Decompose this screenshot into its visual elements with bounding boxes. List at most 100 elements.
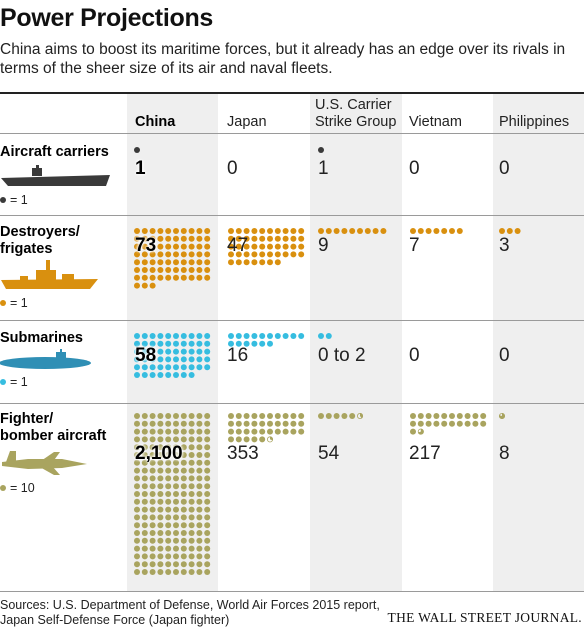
dot-mark-china: [196, 498, 203, 505]
dot-mark-china: [149, 522, 156, 529]
dot-mark-china: [165, 459, 172, 466]
value-china-fighters: 2,100: [135, 443, 183, 464]
dot-mark-china: [180, 545, 187, 552]
dot-mark-china: [180, 413, 187, 419]
dot-mark-china: [180, 483, 187, 490]
dot-mark-china: [165, 522, 172, 529]
dot-mark-vietnam: [433, 228, 440, 234]
dot-mark-china: [157, 259, 164, 266]
publisher-logo: THE WALL STREET JOURNAL.: [387, 610, 582, 625]
dot-mark-china: [188, 514, 195, 521]
dot-mark-china: [165, 267, 172, 273]
dot-mark-china: [173, 452, 179, 458]
legend-text: = 10: [10, 481, 35, 495]
dot-mark-china: [196, 428, 203, 435]
dot-mark-china: [165, 348, 172, 355]
dot-mark-china: [141, 553, 148, 560]
dot-mark-japan: [270, 436, 273, 441]
dot-mark-china: [165, 498, 172, 505]
dot-mark-japan: [267, 251, 273, 258]
dot-mark-china: [204, 491, 211, 497]
dot-mark-china: [188, 537, 195, 544]
dot-mark-china: [188, 333, 195, 339]
dot-mark-china: [165, 251, 172, 258]
dot-mark-japan: [235, 228, 242, 234]
dot-mark-china: [173, 333, 179, 339]
dot-mark-china: [204, 498, 211, 505]
value-china-aircraft-carriers: 1: [135, 158, 146, 179]
dot-mark-japan: [243, 243, 250, 250]
dot-mark-japan: [274, 413, 281, 419]
dot-mark-japan: [243, 228, 250, 234]
dot-mark-china: [188, 267, 195, 273]
dot-mark-china: [180, 569, 187, 575]
dot-mark-china: [173, 522, 179, 529]
dot-mark-japan: [274, 428, 281, 435]
dot-mark-china: [157, 545, 164, 552]
dot-mark-china: [204, 553, 211, 560]
dot-mark-china: [173, 553, 179, 560]
dot-mark-china: [149, 436, 156, 443]
dot-mark-china: [204, 545, 211, 552]
dot-mark-vietnam: [441, 420, 448, 427]
dot-mark-japan: [298, 420, 305, 427]
dot-mark-china: [141, 340, 148, 347]
dot-mark-japan: [235, 420, 242, 427]
dot-mark-china: [134, 228, 140, 234]
dot-mark-china: [196, 251, 203, 258]
dot-mark-china: [157, 514, 164, 521]
dot-mark-china: [134, 267, 140, 273]
dot-mark-china: [204, 340, 211, 347]
dot-mark-china: [196, 483, 203, 490]
dot-mark-china: [149, 498, 156, 505]
dot-mark-china: [180, 428, 187, 435]
dot-mark-china: [149, 243, 156, 250]
dot-mark-japan: [290, 420, 297, 427]
dot-mark-japan: [251, 340, 258, 347]
dot-mark-china: [204, 348, 211, 355]
dot-mark-vietnam: [417, 428, 424, 435]
value-vietnam-fighters: 217: [409, 443, 441, 464]
dot-mark-china: [204, 514, 211, 521]
dot-mark-china: [173, 243, 179, 250]
dot-mark-japan: [290, 251, 297, 258]
dot-mark-china: [204, 436, 211, 443]
dot-mark-china: [196, 506, 203, 513]
dot-mark-china: [149, 364, 156, 371]
dot-mark-us: [357, 228, 363, 234]
dot-mark-china: [196, 537, 203, 544]
dot-mark-china: [157, 420, 164, 427]
dot-mark-china: [196, 553, 203, 560]
dot-mark-china: [180, 436, 187, 443]
chart-title: Power Projections: [0, 4, 214, 32]
value-china-destroyers: 73: [135, 235, 157, 256]
category-label-fighter-bomber-aircraft: Fighter/ bomber aircraft: [0, 411, 107, 444]
dot-mark-vietnam: [472, 420, 479, 427]
dot-mark-china: [173, 413, 179, 419]
dot-mark-china: [157, 333, 164, 339]
dot-mark-china: [180, 420, 187, 427]
dot-mark-us: [333, 228, 340, 234]
dot-mark-china: [141, 514, 148, 521]
dot-mark-china: [173, 420, 179, 427]
dot-mark-vietnam: [410, 428, 416, 435]
dot-mark-china: [204, 274, 211, 281]
dot-mark-china: [196, 235, 203, 242]
dot-mark-japan: [298, 228, 305, 234]
dot-mark-china: [149, 561, 156, 568]
dot-mark-vietnam: [480, 413, 487, 419]
dot-mark-china: [134, 483, 140, 490]
dot-mark-china: [149, 467, 156, 474]
dot-mark-china: [188, 420, 195, 427]
dot-mark-china: [204, 413, 211, 419]
dot-mark-philippines: [498, 413, 506, 419]
dot-mark-china: [157, 228, 164, 234]
dot-mark-china: [134, 340, 140, 347]
dot-mark-japan: [290, 333, 297, 339]
dot-mark-china: [173, 530, 179, 536]
dot-mark-china: [196, 459, 203, 466]
dot-mark-japan: [282, 428, 289, 435]
dot-mark-japan: [267, 340, 273, 347]
dot-mark-china: [173, 561, 179, 568]
dot-mark-vietnam: [456, 420, 463, 427]
